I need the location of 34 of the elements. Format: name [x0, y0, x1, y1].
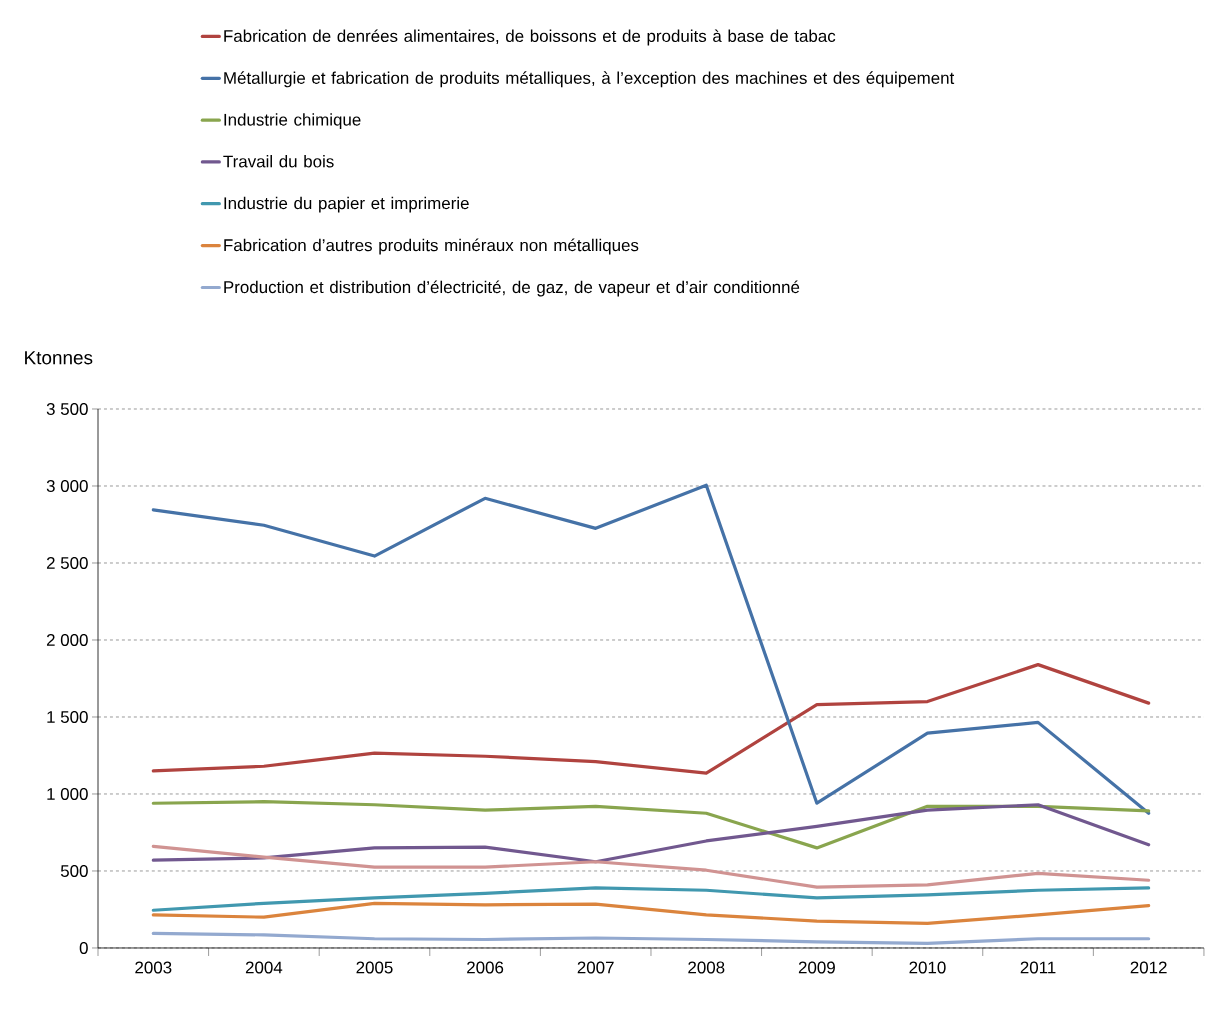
x-tick-label: 2012: [1130, 961, 1167, 974]
x-tick-label: 2005: [356, 961, 393, 974]
x-tick-label: 2010: [909, 961, 946, 974]
x-tick-label: 2006: [467, 961, 504, 974]
line-series: [151, 803, 1151, 864]
line-series: [151, 844, 1151, 889]
y-tick-label: 2 500: [46, 556, 88, 569]
y-tick-label: 1 500: [47, 710, 88, 723]
legend-label: Industrie chimique: [224, 113, 361, 130]
y-tick-label: 3 000: [46, 479, 88, 492]
y-tick-label: 500: [60, 864, 88, 877]
y-tick-label: 0: [79, 941, 88, 954]
x-tick-label: 2011: [1020, 961, 1056, 974]
x-tick-label: 2003: [135, 961, 172, 974]
x-tick-label: 2007: [577, 961, 614, 974]
line-series: [151, 886, 1151, 912]
x-tick-label: 2008: [688, 961, 725, 974]
y-tick-label: 2 000: [46, 633, 88, 646]
legend-label: Industrie du papier et imprimerie: [224, 196, 469, 213]
y-tick-label: 3 500: [46, 402, 88, 415]
line-series: [151, 901, 1151, 925]
x-tick-label: 2004: [245, 961, 283, 974]
legend-label: Production et distribution d’électricité, de gaz, de vapeur et d’air conditionné: [224, 280, 800, 297]
legend-label: Fabrication d’autres produits minéraux non métalliques: [224, 238, 639, 255]
line-series: [151, 931, 1151, 945]
line-series: [151, 483, 1151, 815]
legend-label: Fabrication de denrées alimentaires, de boissons et de produits à base de tabac: [224, 29, 836, 46]
line-series: [151, 663, 1151, 775]
line-series: [151, 800, 1151, 850]
legend-label: Travail du bois: [223, 155, 334, 168]
legend-label: Métallurgie et fabrication de produits métalliques, à l’exception des machines et des équipement: [224, 71, 955, 88]
x-tick-label: 2009: [798, 961, 835, 974]
y-tick-label: 1 000: [47, 787, 88, 800]
y-axis-title: Ktonnes: [25, 351, 93, 365]
